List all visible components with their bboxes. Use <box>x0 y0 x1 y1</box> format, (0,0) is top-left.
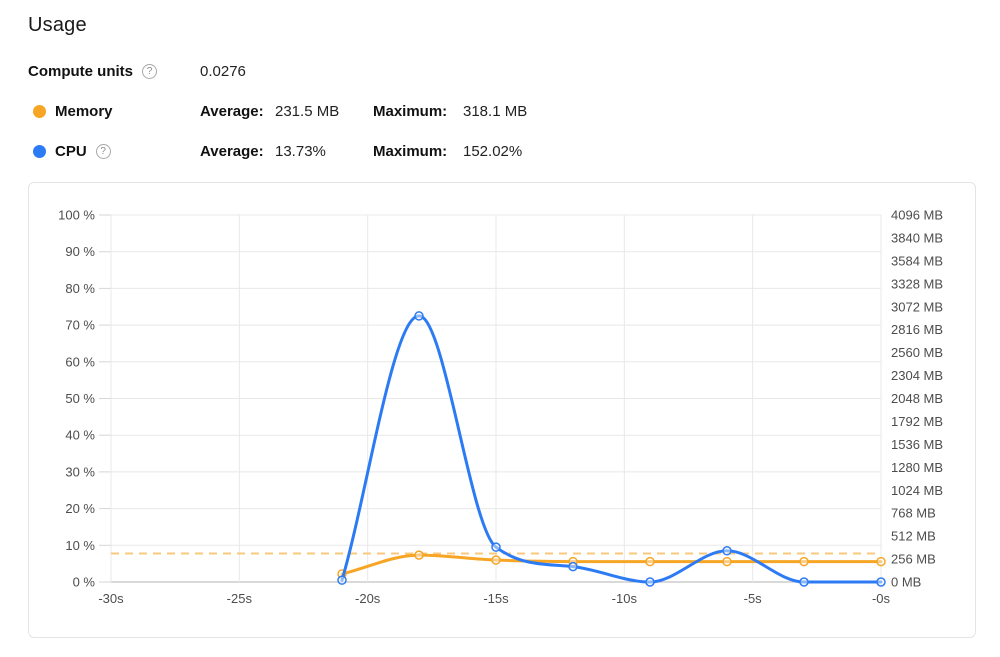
x-axis-tick-label: -0s <box>872 591 891 606</box>
cpu-maximum-value: 152.02% <box>463 142 523 160</box>
memory-data-point-marker <box>491 555 501 565</box>
y-axis-right-labels: 4096 MB 3840 MB 3584 MB 3328 MB 3072 MB 2816 … <box>891 208 943 590</box>
y-gridlines-and-labels: 100 % 90 % 80 % 70 % 60 % 50 % 40 % 30 % 20 % 10 … <box>58 208 881 590</box>
cpu-data-point-marker <box>568 561 578 572</box>
usage-panel: Usage Compute units ? 0.0276 Memory Aver… <box>28 14 978 638</box>
y-axis-right-tick-label: 2048 MB <box>891 391 943 406</box>
y-axis-right-tick-label: 1536 MB <box>891 437 943 452</box>
cpu-label: CPU <box>55 142 87 160</box>
compute-units-help-icon[interactable]: ? <box>142 63 157 79</box>
y-axis-left-tick-label: 100 % <box>58 208 95 223</box>
y-axis-right-tick-label: 3840 MB <box>891 230 943 245</box>
x-gridlines-and-labels: -30s -25s -20s -15s -10s -5s -0s <box>98 215 891 606</box>
x-axis-tick-label: -25s <box>227 591 253 606</box>
y-axis-right-tick-label: 2304 MB <box>891 368 943 383</box>
y-axis-right-tick-label: 1280 MB <box>891 460 943 475</box>
memory-line <box>340 553 883 576</box>
cpu-legend-dot-icon <box>33 144 46 158</box>
cpu-average-value: 13.73% <box>275 142 326 160</box>
page-title: Usage <box>28 14 87 36</box>
y-axis-right-tick-label: 512 MB <box>891 529 936 544</box>
y-axis-right-tick-label: 3584 MB <box>891 253 943 268</box>
cpu-data-point-marker <box>876 577 886 587</box>
y-axis-left-tick-label: 10 % <box>65 538 95 553</box>
cpu-data-point-marker <box>645 577 655 587</box>
cpu-data-point-marker <box>337 575 347 585</box>
x-axis-tick-label: -15s <box>483 591 509 606</box>
y-axis-left-tick-label: 50 % <box>65 391 95 406</box>
y-axis-right-tick-label: 2560 MB <box>891 345 943 360</box>
memory-legend-dot-icon <box>33 104 46 118</box>
y-axis-left-tick-label: 20 % <box>65 501 95 516</box>
y-axis-left-tick-label: 90 % <box>65 244 95 259</box>
memory-label: Memory <box>55 102 113 120</box>
x-axis-tick-label: -5s <box>744 591 763 606</box>
cpu-series <box>337 311 886 587</box>
y-axis-left-tick-label: 0 % <box>73 575 96 590</box>
x-axis-tick-label: -20s <box>355 591 381 606</box>
y-axis-right-tick-label: 2816 MB <box>891 322 943 337</box>
usage-chart-card: 100 % 90 % 80 % 70 % 60 % 50 % 40 % 30 % 20 % 10 … <box>28 182 976 638</box>
compute-units-row: Compute units ? 0.0276 <box>28 62 978 80</box>
memory-stats-row: Memory Average: 231.5 MB Maximum: 318.1 … <box>28 102 978 120</box>
y-axis-right-tick-label: 0 MB <box>891 575 921 590</box>
y-axis-right-tick-label: 1024 MB <box>891 483 943 498</box>
memory-data-point-marker <box>414 550 424 560</box>
y-axis-left-tick-label: 40 % <box>65 428 95 443</box>
y-axis-left-tick-label: 60 % <box>65 354 95 369</box>
memory-data-point-marker <box>799 556 809 567</box>
y-axis-right-tick-label: 4096 MB <box>891 208 943 223</box>
y-axis-left-tick-label: 30 % <box>65 464 95 479</box>
y-axis-right-tick-label: 3072 MB <box>891 299 943 314</box>
y-axis-right-tick-label: 256 MB <box>891 552 936 567</box>
memory-maximum-value: 318.1 MB <box>463 102 528 120</box>
cpu-line <box>340 314 883 584</box>
x-axis-tick-label: -10s <box>612 591 638 606</box>
y-axis-left-tick-label: 70 % <box>65 318 95 333</box>
memory-average-label: Average: <box>200 102 264 120</box>
cpu-stats-row: CPU ? Average: 13.73% Maximum: 152.02% <box>28 142 978 160</box>
y-axis-right-tick-label: 768 MB <box>891 506 936 521</box>
memory-maximum-label: Maximum: <box>373 102 448 120</box>
compute-units-label: Compute units <box>28 62 133 80</box>
memory-data-point-marker <box>876 556 886 567</box>
memory-data-point-marker <box>645 556 655 567</box>
y-axis-right-tick-label: 1792 MB <box>891 414 943 429</box>
y-axis-right-tick-label: 3328 MB <box>891 276 943 291</box>
memory-data-point-marker <box>722 556 732 567</box>
cpu-help-icon[interactable]: ? <box>95 143 111 159</box>
cpu-data-point-marker <box>722 546 732 556</box>
cpu-data-point-marker <box>414 311 424 321</box>
compute-units-value: 0.0276 <box>200 62 246 80</box>
cpu-maximum-label: Maximum: <box>373 142 448 160</box>
x-axis-tick-label: -30s <box>98 591 124 606</box>
cpu-data-point-marker <box>491 542 501 552</box>
usage-chart: 100 % 90 % 80 % 70 % 60 % 50 % 40 % 30 % 20 % 10 … <box>58 208 943 607</box>
cpu-data-point-marker <box>799 577 809 587</box>
y-axis-left-tick-label: 80 % <box>65 281 95 296</box>
memory-average-value: 231.5 MB <box>275 102 340 120</box>
memory-series <box>337 550 886 579</box>
cpu-average-label: Average: <box>200 142 264 160</box>
